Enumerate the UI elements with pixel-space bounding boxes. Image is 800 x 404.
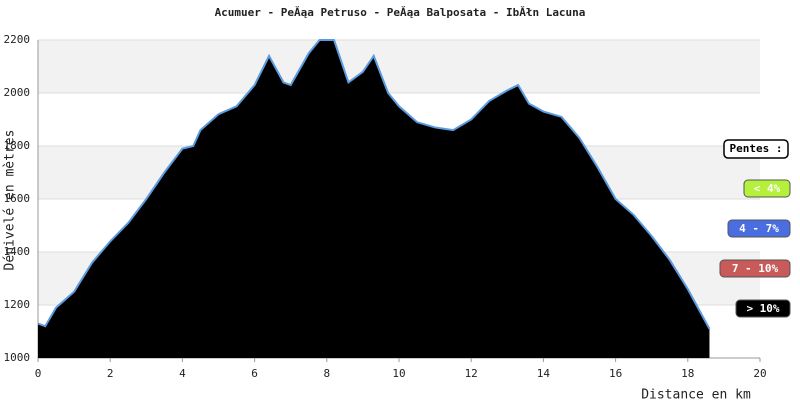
chart-title: Acumuer - PeĂąa Petruso - PeĂąa Balposat…: [215, 6, 586, 19]
area: [38, 40, 710, 358]
y-axis-label: Dénivelé en mètres: [3, 130, 18, 271]
legend-title: Pentes :: [730, 142, 783, 155]
y-tick-label: 2200: [4, 33, 31, 46]
x-tick-label: 10: [392, 367, 405, 380]
y-tick-label: 1800: [4, 139, 31, 152]
legend-label: > 10%: [746, 302, 779, 315]
legend-swatch: [735, 299, 791, 318]
x-tick-label: 4: [179, 367, 186, 380]
legend-swatch: [719, 259, 791, 278]
legend-label: 4 - 7%: [739, 222, 779, 235]
x-tick-label: 18: [681, 367, 694, 380]
legend-swatch: [727, 219, 791, 238]
x-tick-label: 16: [609, 367, 622, 380]
x-tick-label: 2: [107, 367, 114, 380]
y-tick-label: 1200: [4, 298, 31, 311]
y-tick-label: 1400: [4, 245, 31, 258]
x-axis-label: Distance en km: [641, 388, 751, 401]
x-tick-label: 8: [323, 367, 330, 380]
legend-label: < 4%: [754, 182, 781, 195]
legend-swatch: [743, 179, 791, 198]
x-tick-label: 6: [251, 367, 258, 380]
legend-label: 7 - 10%: [732, 262, 779, 275]
y-tick-label: 1000: [4, 351, 31, 364]
x-tick-label: 14: [537, 367, 551, 380]
x-tick-label: 0: [35, 367, 42, 380]
y-tick-label: 2000: [4, 86, 31, 99]
x-tick-label: 20: [753, 367, 766, 380]
legend-title-box: [723, 139, 789, 159]
y-tick-label: 1600: [4, 192, 31, 205]
x-tick-label: 12: [465, 367, 478, 380]
grid-band: [38, 40, 760, 93]
profile-line: [37, 39, 711, 330]
